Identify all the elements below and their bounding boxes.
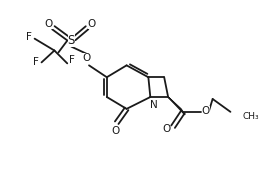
Text: O: O	[201, 106, 210, 116]
Text: CH₃: CH₃	[242, 112, 259, 121]
Text: O: O	[162, 124, 170, 134]
Text: O: O	[88, 19, 96, 29]
Text: S: S	[68, 34, 75, 47]
Text: O: O	[44, 19, 53, 29]
Text: N: N	[150, 100, 158, 110]
Text: F: F	[69, 55, 75, 65]
Text: O: O	[82, 53, 90, 63]
Text: O: O	[112, 126, 120, 136]
Polygon shape	[168, 97, 185, 115]
Text: F: F	[33, 57, 39, 67]
Text: F: F	[26, 32, 32, 42]
